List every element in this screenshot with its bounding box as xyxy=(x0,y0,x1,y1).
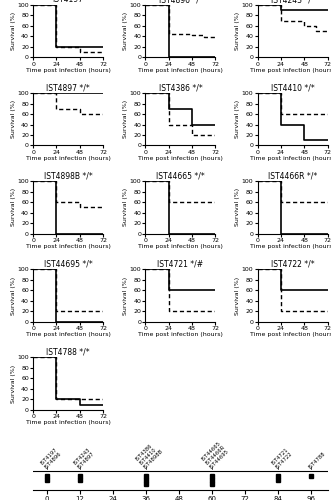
Text: IST4788: IST4788 xyxy=(307,452,326,470)
Y-axis label: Survival (%): Survival (%) xyxy=(235,100,240,138)
Title: IST4386 */*: IST4386 */* xyxy=(159,84,202,92)
Y-axis label: Survival (%): Survival (%) xyxy=(123,188,128,226)
Y-axis label: Survival (%): Survival (%) xyxy=(11,276,16,314)
Y-axis label: Survival (%): Survival (%) xyxy=(235,12,240,50)
Y-axis label: Survival (%): Survival (%) xyxy=(11,100,16,138)
Y-axis label: Survival (%): Survival (%) xyxy=(123,12,128,50)
Title: IST4722 */*: IST4722 */* xyxy=(271,260,314,268)
Y-axis label: Survival (%): Survival (%) xyxy=(123,276,128,314)
Y-axis label: Survival (%): Survival (%) xyxy=(235,276,240,314)
Text: IST4386
IST4410
IST4898B: IST4386 IST4410 IST4898B xyxy=(134,440,164,470)
Title: IST4898B */*: IST4898B */* xyxy=(44,172,93,180)
Y-axis label: Survival (%): Survival (%) xyxy=(11,188,16,226)
Title: IST4410 */*: IST4410 */* xyxy=(271,84,314,92)
Title: IST4897 */*: IST4897 */* xyxy=(46,84,90,92)
Text: IST4197
IST4896: IST4197 IST4896 xyxy=(39,448,62,470)
X-axis label: Time post infection (hours): Time post infection (hours) xyxy=(26,420,111,426)
Y-axis label: Survival (%): Survival (%) xyxy=(11,364,16,403)
Text: IST44665
IST4466R
IST44695: IST44665 IST4466R IST44695 xyxy=(200,440,230,470)
Title: IST4788 */*: IST4788 */* xyxy=(46,348,90,356)
Title: IST4721 */#: IST4721 */# xyxy=(157,260,204,268)
X-axis label: Time post infection (hours): Time post infection (hours) xyxy=(26,68,111,73)
Title: IST4896 */*: IST4896 */* xyxy=(159,0,202,4)
Title: IST4197: IST4197 xyxy=(53,0,84,4)
X-axis label: Time post infection (hours): Time post infection (hours) xyxy=(250,68,331,73)
Y-axis label: Survival (%): Survival (%) xyxy=(123,100,128,138)
Text: IST4721
IST4722: IST4721 IST4722 xyxy=(270,448,293,470)
X-axis label: Time post infection (hours): Time post infection (hours) xyxy=(138,332,223,337)
Y-axis label: Survival (%): Survival (%) xyxy=(11,12,16,50)
X-axis label: Time post infection (hours): Time post infection (hours) xyxy=(138,156,223,161)
Title: IST44695 */*: IST44695 */* xyxy=(44,260,93,268)
X-axis label: Time post infection (hours): Time post infection (hours) xyxy=(26,156,111,161)
X-axis label: Time post infection (hours): Time post infection (hours) xyxy=(250,332,331,337)
Title: IST4243 */*: IST4243 */* xyxy=(271,0,314,4)
Text: IST4243
IST4897: IST4243 IST4897 xyxy=(72,448,95,470)
X-axis label: Time post infection (hours): Time post infection (hours) xyxy=(250,156,331,161)
Y-axis label: Survival (%): Survival (%) xyxy=(235,188,240,226)
X-axis label: Time post infection (hours): Time post infection (hours) xyxy=(138,244,223,249)
Title: IST4466R */*: IST4466R */* xyxy=(268,172,317,180)
X-axis label: Time post infection (hours): Time post infection (hours) xyxy=(250,244,331,249)
Title: IST44665 */*: IST44665 */* xyxy=(156,172,205,180)
X-axis label: Time post infection (hours): Time post infection (hours) xyxy=(138,68,223,73)
X-axis label: Time post infection (hours): Time post infection (hours) xyxy=(26,332,111,337)
X-axis label: Time post infection (hours): Time post infection (hours) xyxy=(26,244,111,249)
